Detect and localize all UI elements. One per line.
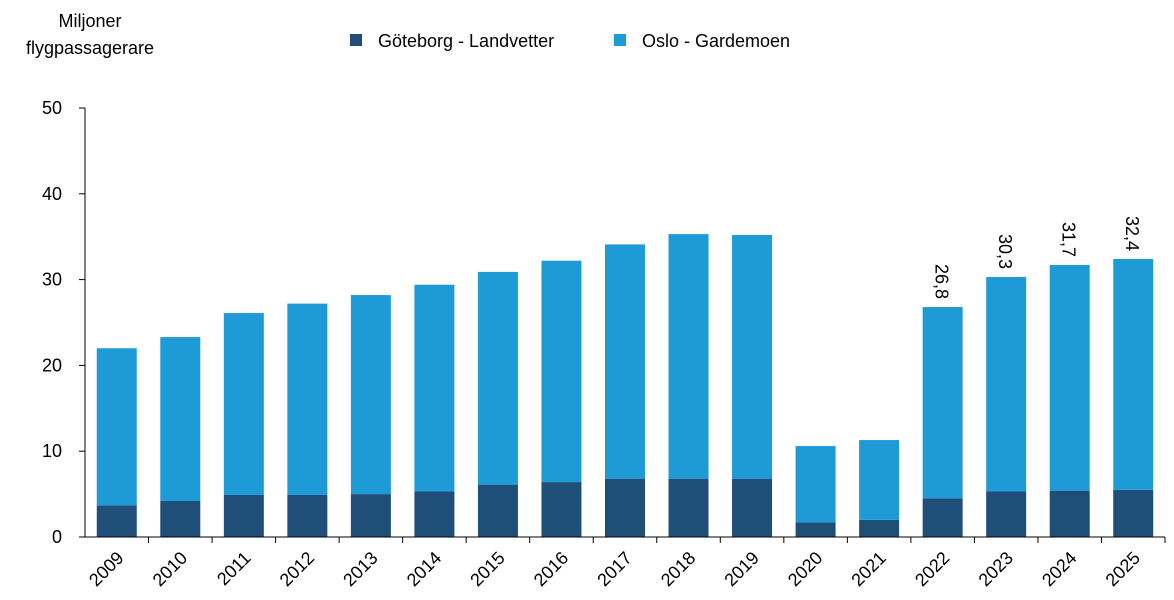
bar-segment [477,484,518,537]
x-tick-label: 2023 [975,548,1017,590]
bar-segment [160,500,201,537]
x-tick-label: 2014 [403,548,445,590]
x-tick-label: 2016 [530,548,572,590]
bar-segment [287,494,328,537]
y-tick-label: 50 [42,98,62,118]
bar-segment [1049,490,1090,537]
x-tick-label: 2009 [85,548,127,590]
bar-segment [477,271,518,485]
total-label: 31,7 [1059,222,1079,257]
x-tick-label: 2010 [149,548,191,590]
bar-segment [732,478,773,537]
bar-segment [414,284,455,492]
bar-segment [668,478,709,537]
bar-segment [414,491,455,537]
legend-label: Oslo - Gardemoen [642,31,790,51]
bar-segment [986,277,1027,492]
legend-swatch [350,34,362,46]
bar-segment [795,522,836,537]
bar-segment [668,234,709,479]
bar-segment [605,478,645,537]
x-tick-label: 2021 [847,548,889,590]
bar-segment [922,307,963,499]
bar-segment [96,348,137,506]
bar-segment [605,244,645,479]
bar-segment [287,303,328,495]
x-tick-label: 2017 [593,548,635,590]
total-label: 26,8 [932,264,952,299]
bar-segment [1113,489,1154,537]
total-label: 32,4 [1122,216,1142,251]
x-tick-label: 2020 [784,548,826,590]
bar-segment [223,494,264,537]
legend-label: Göteborg - Landvetter [378,31,554,51]
bar-segment [922,498,963,537]
bar-segment [350,295,391,495]
bar-segment [96,505,137,537]
total-label: 30,3 [995,234,1015,269]
y-tick-label: 40 [42,184,62,204]
bar-segment [986,491,1027,537]
x-tick-label: 2013 [339,548,381,590]
bar-segment [859,440,900,520]
bar-segment [541,482,582,537]
y-tick-label: 0 [52,527,62,547]
x-tick-label: 2011 [213,548,255,590]
bar-segment [1049,265,1090,491]
y-tick-label: 30 [42,270,62,290]
x-tick-label: 2024 [1038,548,1080,590]
bar-segment [732,234,773,479]
y-axis-title: Miljoner [58,11,121,31]
bar-segment [223,313,264,495]
x-tick-label: 2018 [657,548,699,590]
y-axis-title: flygpassagerare [26,38,154,58]
y-tick-label: 20 [42,355,62,375]
legend-swatch [614,34,626,46]
x-tick-label: 2015 [466,548,508,590]
bar-segment [795,446,836,523]
bar-segment [859,519,900,537]
bar-segment [1113,259,1154,490]
bar-segment [350,494,391,537]
x-tick-label: 2025 [1102,548,1144,590]
x-tick-label: 2022 [911,548,953,590]
bar-segment [541,260,582,483]
bar-segment [160,337,201,501]
y-tick-label: 10 [42,441,62,461]
x-tick-label: 2012 [276,548,318,590]
x-tick-label: 2019 [720,548,762,590]
